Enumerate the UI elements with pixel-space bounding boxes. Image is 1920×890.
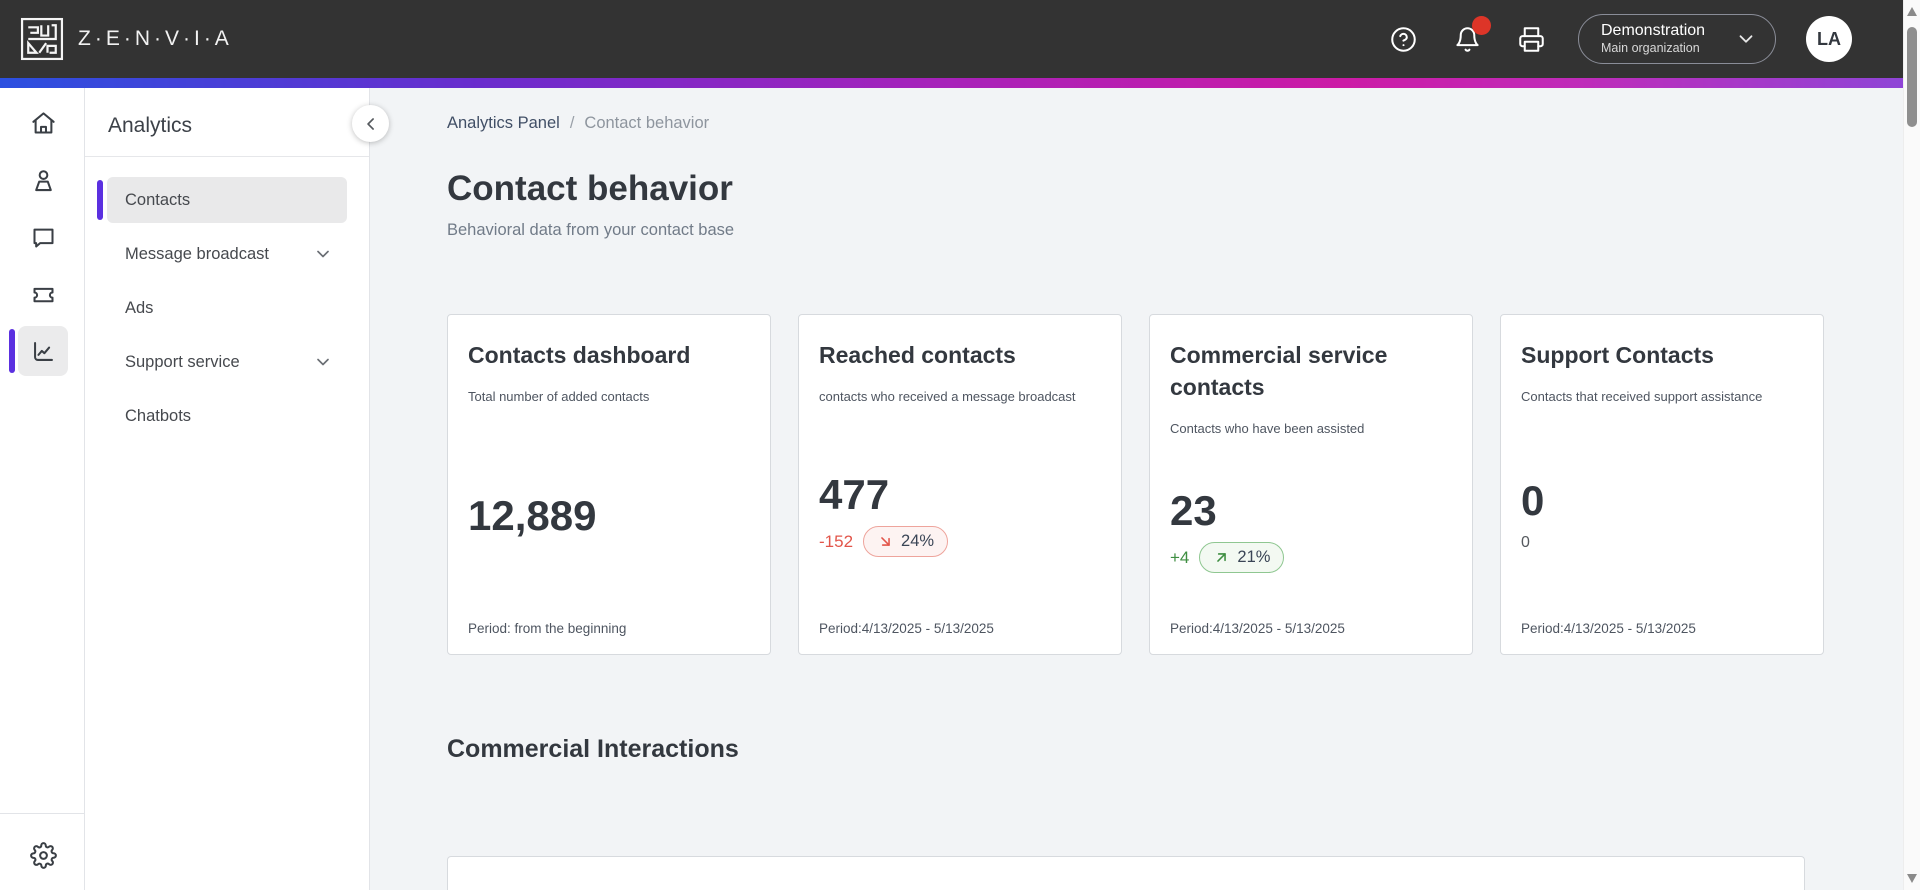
card-title: Support Contacts bbox=[1521, 342, 1714, 368]
sidebar-item-chatbots[interactable]: Chatbots bbox=[107, 393, 347, 439]
top-bar: Z·E·N·V·I·A bbox=[0, 0, 1920, 78]
card-title: Reached contacts bbox=[819, 342, 1016, 368]
help-button[interactable] bbox=[1386, 22, 1420, 56]
card-commercial-service-contacts: Commercial service contacts Contacts who… bbox=[1149, 314, 1473, 655]
commercial-interactions-card bbox=[447, 856, 1805, 890]
sidebar-menu: Contacts Message broadcast Ads Support s… bbox=[85, 157, 369, 439]
card-value: 0 bbox=[1521, 476, 1545, 524]
sidebar-item-label: Support service bbox=[125, 352, 240, 371]
help-icon bbox=[1390, 26, 1416, 52]
sidebar-item-label: Contacts bbox=[125, 190, 191, 209]
rail-active-indicator bbox=[9, 329, 15, 373]
breadcrumb-current: Contact behavior bbox=[584, 114, 710, 132]
topbar-actions: Demonstration Main organization LA bbox=[1386, 14, 1870, 64]
card-period: Period: from the beginning bbox=[468, 620, 627, 636]
bell-icon bbox=[1455, 26, 1479, 52]
card-period: Period:4/13/2025 - 5/13/2025 bbox=[1521, 620, 1696, 636]
vertical-scrollbar[interactable] bbox=[1903, 0, 1920, 890]
card-description: Contacts that received support assistanc… bbox=[1521, 389, 1763, 405]
ticket-icon bbox=[32, 287, 54, 302]
scrollbar-thumb[interactable] bbox=[1907, 27, 1917, 127]
arrow-up-right-icon bbox=[1217, 553, 1227, 563]
trend-badge-up: 21% bbox=[1199, 542, 1285, 574]
rail-item-contacts[interactable] bbox=[18, 155, 68, 205]
content-shell: Analytics Contacts Message broadcast Ads… bbox=[0, 88, 1920, 890]
delta-value: +4 bbox=[1170, 547, 1190, 567]
rail-item-settings[interactable] bbox=[18, 830, 68, 880]
sidebar-collapse-button[interactable] bbox=[352, 105, 389, 142]
card-title: Commercial service contacts bbox=[1170, 342, 1388, 401]
sidebar-item-label: Message broadcast bbox=[125, 244, 269, 263]
card-contacts-dashboard: Contacts dashboard Total number of added… bbox=[447, 314, 771, 655]
organization-name: Demonstration bbox=[1601, 22, 1706, 40]
sidebar-title: Analytics bbox=[108, 114, 193, 137]
chevron-down-icon bbox=[1719, 28, 1757, 50]
notification-badge bbox=[1472, 16, 1491, 35]
gradient-accent-bar bbox=[0, 78, 1920, 88]
card-title: Contacts dashboard bbox=[468, 342, 691, 368]
rail-item-analytics[interactable] bbox=[18, 326, 68, 376]
card-value: 477 bbox=[819, 471, 890, 519]
arrow-down-right-icon bbox=[881, 537, 890, 547]
card-reached-contacts: Reached contacts contacts who received a… bbox=[798, 314, 1122, 655]
sidebar-item-ads[interactable]: Ads bbox=[107, 285, 347, 331]
chevron-down-icon bbox=[313, 352, 333, 372]
brand: Z·E·N·V·I·A bbox=[20, 17, 233, 61]
breadcrumb-analytics-panel[interactable]: Analytics Panel bbox=[447, 114, 560, 132]
page-subtitle: Behavioral data from your contact base bbox=[447, 221, 735, 239]
section-heading-commercial-interactions: Commercial Interactions bbox=[447, 735, 739, 763]
organization-sub-label: Main organization bbox=[1601, 41, 1700, 56]
organization-selector[interactable]: Demonstration Main organization bbox=[1578, 14, 1776, 64]
sidebar-item-support-service[interactable]: Support service bbox=[107, 339, 347, 385]
breadcrumb: Analytics Panel / Contact behavior bbox=[447, 114, 1920, 133]
user-avatar[interactable]: LA bbox=[1806, 16, 1852, 62]
delta-value: -152 bbox=[819, 531, 854, 551]
card-period: Period:4/13/2025 - 5/13/2025 bbox=[819, 620, 994, 636]
card-delta-row: -152 24% bbox=[819, 526, 1101, 558]
page-title: Contact behavior bbox=[447, 169, 733, 208]
settings-gear-icon bbox=[29, 841, 57, 869]
analytics-chart-icon bbox=[33, 341, 53, 361]
delta-percent: 21% bbox=[1237, 548, 1271, 567]
sidebar-divider bbox=[85, 156, 369, 157]
sidebar-item-contacts[interactable]: Contacts bbox=[97, 177, 347, 223]
chat-bubble-icon bbox=[32, 228, 54, 248]
delta-percent: 24% bbox=[901, 532, 935, 551]
delta-value: 0 bbox=[1521, 533, 1530, 551]
scroll-up-arrow-icon[interactable] bbox=[1907, 7, 1917, 16]
card-description: contacts who received a message broadcas… bbox=[819, 389, 1076, 405]
icon-rail bbox=[0, 88, 370, 890]
user-icon bbox=[34, 169, 52, 191]
card-description: Contacts who have been assisted bbox=[1170, 421, 1365, 437]
print-button[interactable] bbox=[1514, 22, 1548, 56]
chevron-down-icon bbox=[313, 244, 333, 264]
sidebar-item-message-broadcast[interactable]: Message broadcast bbox=[107, 231, 347, 277]
card-support-contacts: Support Contacts Contacts that received … bbox=[1500, 314, 1824, 655]
notifications-button[interactable] bbox=[1450, 16, 1491, 56]
home-icon bbox=[31, 111, 55, 134]
organization-labels: Demonstration Main organization bbox=[1601, 21, 1705, 57]
trend-badge-down: 24% bbox=[863, 526, 949, 558]
sidebar-item-label: Ads bbox=[125, 298, 154, 317]
rail-item-tickets[interactable] bbox=[18, 269, 68, 319]
scroll-down-arrow-icon[interactable] bbox=[1907, 874, 1917, 883]
chevron-left-icon bbox=[366, 117, 374, 130]
printer-icon bbox=[1518, 26, 1544, 52]
rail-item-conversations[interactable] bbox=[18, 212, 68, 262]
analytics-sidebar: Analytics Contacts Message broadcast Ads… bbox=[85, 88, 370, 890]
zenvia-logo-icon bbox=[20, 17, 64, 61]
card-value: 12,889 bbox=[468, 491, 597, 539]
stat-cards-row: Contacts dashboard Total number of added… bbox=[447, 314, 1824, 655]
brand-text: Z·E·N·V·I·A bbox=[78, 27, 233, 50]
rail-item-home[interactable] bbox=[18, 98, 68, 148]
main-content: Analytics Panel / Contact behavior Conta… bbox=[370, 88, 1920, 890]
card-period: Period:4/13/2025 - 5/13/2025 bbox=[1170, 620, 1345, 636]
card-delta-row: +4 21% bbox=[1170, 542, 1452, 574]
card-value: 23 bbox=[1170, 487, 1217, 535]
breadcrumb-separator: / bbox=[569, 114, 575, 132]
card-description: Total number of added contacts bbox=[468, 389, 650, 405]
sidebar-item-label: Chatbots bbox=[125, 406, 192, 425]
